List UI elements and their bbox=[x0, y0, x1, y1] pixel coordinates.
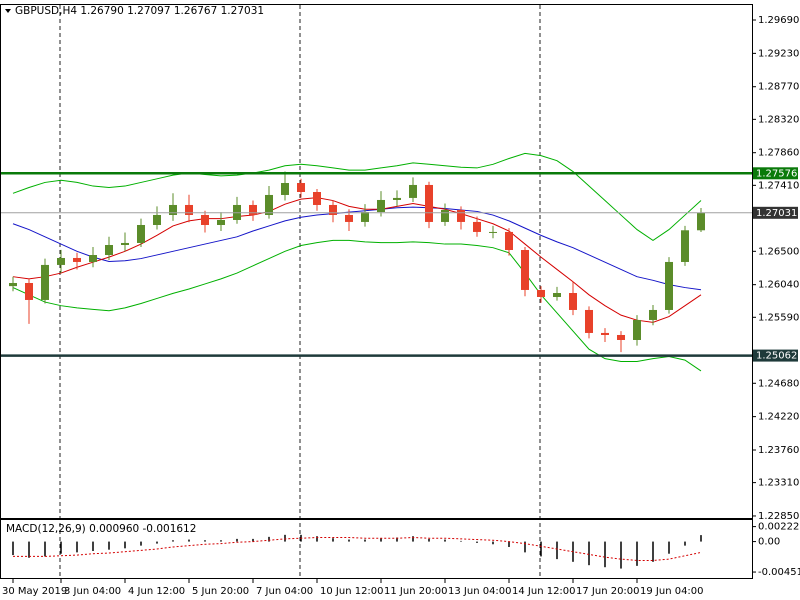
candle-body bbox=[585, 309, 593, 333]
candle-body bbox=[393, 197, 401, 200]
level-label: 1.27031 bbox=[756, 208, 797, 219]
y-tick-label: 1.28320 bbox=[758, 114, 799, 125]
y-tick-label: 1.26040 bbox=[758, 280, 799, 291]
candle-body bbox=[345, 214, 353, 222]
candle-body bbox=[601, 332, 609, 335]
candle-body bbox=[441, 209, 449, 222]
candle-body bbox=[521, 250, 529, 290]
indicator-line bbox=[12, 206, 702, 291]
candle-body bbox=[553, 293, 561, 297]
macd-header: MACD(12,26,9) 0.000960 -0.001612 bbox=[6, 523, 196, 535]
x-tick-label: 19 Jun 04:00 bbox=[640, 586, 704, 597]
y-tick-label: 1.23760 bbox=[758, 445, 799, 456]
candle-body bbox=[25, 282, 33, 300]
level-label: 1.25062 bbox=[756, 351, 797, 362]
indicator-line bbox=[12, 239, 702, 372]
macd-pane-border bbox=[0, 519, 753, 579]
candle-body bbox=[505, 231, 513, 251]
candle-body bbox=[169, 204, 177, 215]
x-tick-label: 14 Jun 12:00 bbox=[512, 586, 576, 597]
candle-body bbox=[425, 184, 433, 222]
x-tick-label: 4 Jun 12:00 bbox=[128, 586, 185, 597]
level-label-box bbox=[753, 167, 798, 180]
x-tick-label: 30 May 2019 bbox=[2, 586, 67, 597]
candle-body bbox=[201, 214, 209, 225]
x-tick-label: 5 Jun 20:00 bbox=[192, 586, 249, 597]
candle-body bbox=[681, 230, 689, 262]
candle-body bbox=[217, 219, 225, 225]
candle-body bbox=[281, 183, 289, 195]
candle-body bbox=[697, 212, 705, 231]
candle-body bbox=[665, 261, 673, 310]
price-pane: 1.29690 1.29230 1.28770 1.28320 1.27860 1.274… bbox=[1, 15, 799, 522]
y-tick-label: 1.24680 bbox=[758, 378, 799, 389]
candle-body bbox=[633, 319, 641, 340]
candle-body bbox=[377, 199, 385, 213]
y-tick-label: 1.25590 bbox=[758, 312, 799, 323]
candle-body bbox=[57, 257, 65, 265]
candle-body bbox=[249, 204, 257, 215]
level-label: 1.27576 bbox=[756, 168, 797, 179]
y-tick-label: 1.27410 bbox=[758, 180, 799, 191]
candle-body bbox=[297, 183, 305, 193]
x-tick-label: 7 Jun 04:00 bbox=[256, 586, 313, 597]
x-tick-label: 10 Jun 12:00 bbox=[320, 586, 384, 597]
y-tick-label: 1.27860 bbox=[758, 148, 799, 159]
candle-body bbox=[361, 212, 369, 222]
candle-body bbox=[41, 264, 49, 300]
y-tick-label: 1.28770 bbox=[758, 82, 799, 93]
candle-body bbox=[409, 184, 417, 198]
candle-body bbox=[649, 309, 657, 320]
y-tick-label: 1.26500 bbox=[758, 246, 799, 257]
candle-body bbox=[457, 209, 465, 222]
level-label-box bbox=[753, 349, 798, 362]
y-tick-label: 1.22850 bbox=[758, 511, 799, 522]
candle-body bbox=[617, 334, 625, 340]
macd-pane: 0.002221 0.00 -0.004517 bbox=[12, 522, 800, 578]
candle-body bbox=[153, 214, 161, 225]
candle-body bbox=[537, 289, 545, 297]
signal-line bbox=[13, 537, 702, 561]
symbol-header: GBPUSD,H4 1.26790 1.27097 1.26767 1.2703… bbox=[15, 5, 264, 17]
candle-body bbox=[329, 204, 337, 215]
candle-body bbox=[569, 293, 577, 310]
candle-body bbox=[73, 257, 81, 262]
y-tick-label: 1.29230 bbox=[758, 48, 799, 59]
x-tick-label: 13 Jun 04:00 bbox=[448, 586, 512, 597]
candle-body bbox=[265, 194, 273, 215]
indicator-line bbox=[12, 152, 702, 242]
candle-body bbox=[9, 282, 17, 287]
level-label-box bbox=[753, 206, 798, 219]
x-tick-label: 11 Jun 20:00 bbox=[384, 586, 448, 597]
candle-body bbox=[105, 245, 113, 256]
y-tick-label: 0.002221 bbox=[758, 522, 800, 533]
price-pane-border bbox=[0, 4, 753, 519]
candle-body bbox=[89, 255, 97, 262]
candle-body bbox=[489, 231, 497, 233]
x-tick-label: 17 Jun 20:00 bbox=[576, 586, 640, 597]
y-tick-label: 0.00 bbox=[758, 537, 780, 548]
candle-body bbox=[121, 242, 129, 246]
y-tick-label: 1.29690 bbox=[758, 15, 799, 26]
y-tick-label: 1.24220 bbox=[758, 412, 799, 423]
x-tick-label: 3 Jun 04:00 bbox=[64, 586, 121, 597]
candle-body bbox=[473, 221, 481, 232]
menu-triangle[interactable] bbox=[5, 9, 11, 13]
candle-body bbox=[313, 192, 321, 205]
y-tick-label: -0.004517 bbox=[758, 567, 800, 578]
candle-body bbox=[185, 204, 193, 215]
candle-body bbox=[137, 224, 145, 243]
y-tick-label: 1.23310 bbox=[758, 478, 799, 489]
indicator-line bbox=[12, 197, 702, 323]
